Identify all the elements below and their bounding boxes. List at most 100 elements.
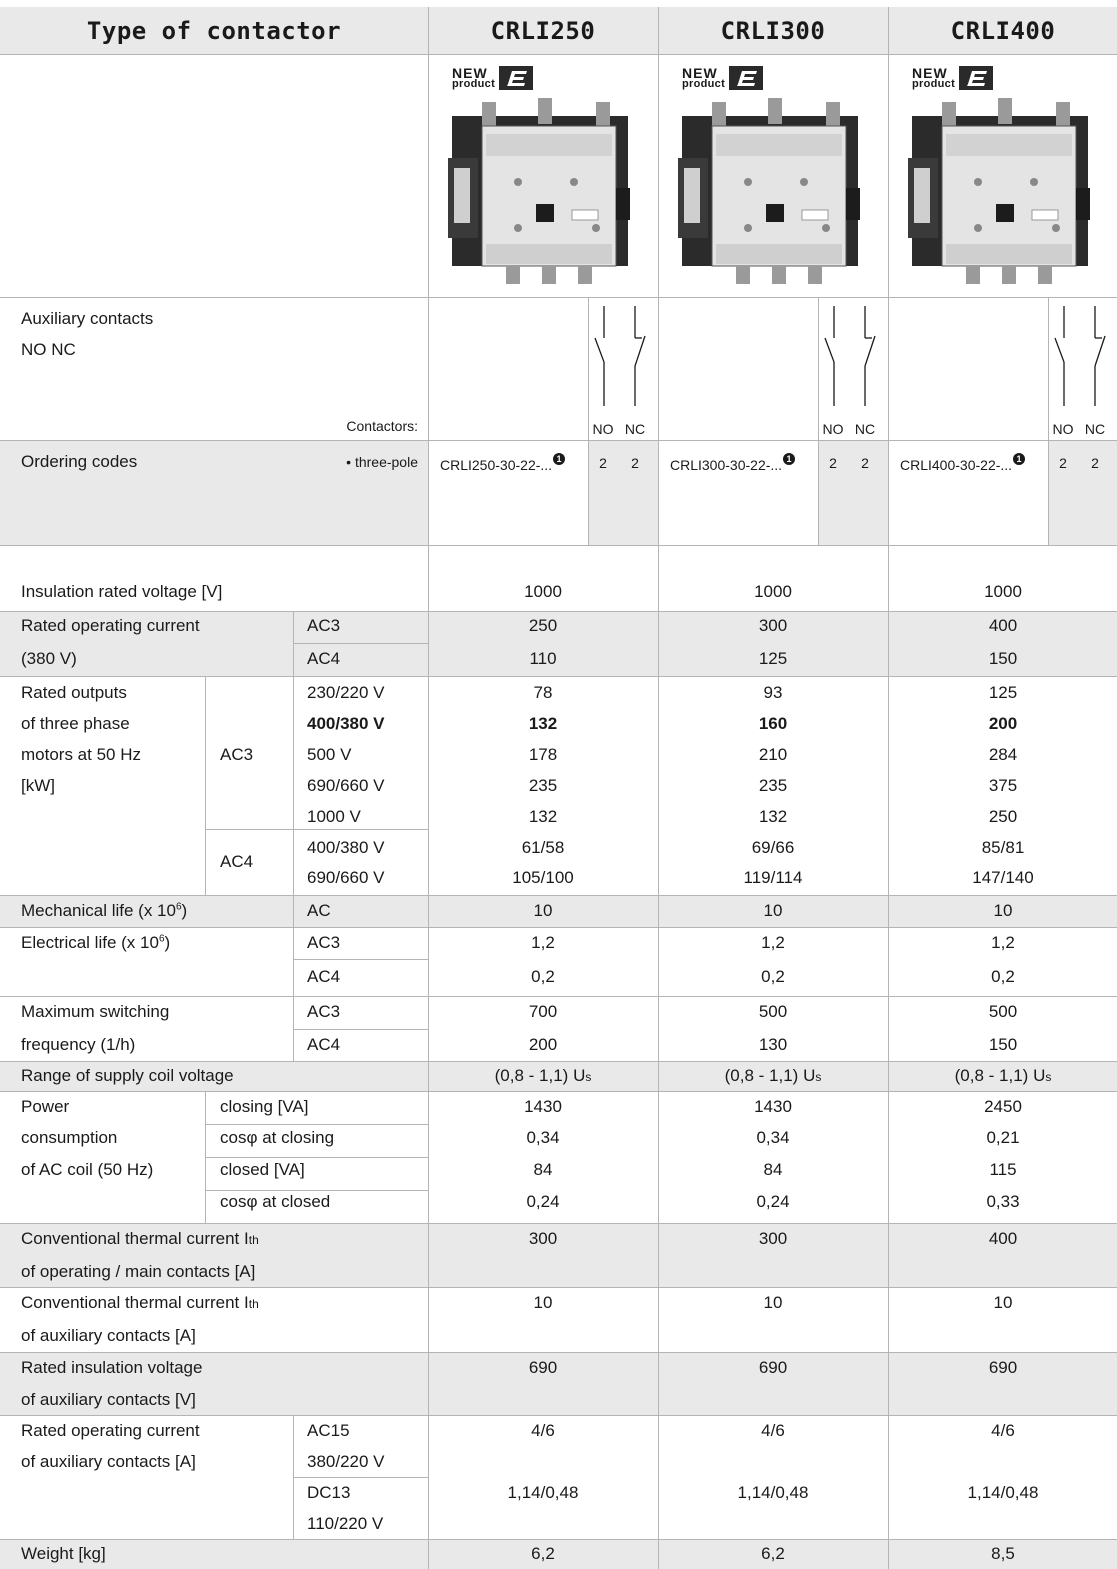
rated-current-ac3-value-1: 250 [528, 616, 558, 635]
rule [293, 959, 428, 960]
aux-insulation-value-2: 690 [758, 1358, 788, 1377]
col-divider-3 [888, 7, 889, 1569]
power-item-value: 0,34 [756, 1128, 790, 1147]
outputs-ac4: AC4 [220, 852, 254, 871]
badge-product-text: product [452, 78, 496, 90]
ordering-band [0, 440, 428, 545]
thermal-aux-value-2: 10 [763, 1293, 783, 1312]
outputs-ac4-value: 105/100 [512, 868, 574, 887]
aux-divider-3 [1048, 298, 1049, 545]
insulation-value-1: 1000 [524, 582, 562, 601]
outputs-ac4-value: 85/81 [981, 838, 1025, 857]
outputs-ac3-value: 178 [528, 745, 558, 764]
outputs-ac3-value: 132 [528, 807, 558, 826]
outputs-ac3-value: 125 [988, 683, 1018, 702]
thermal-aux-label-2: of auxiliary contacts [A] [21, 1326, 196, 1345]
ordering-code-text: CRLI400-30-22-... [900, 457, 1013, 473]
contact-symbol-icon [824, 306, 876, 406]
mech-life-value-1: 10 [533, 901, 553, 920]
badge-new-text: NEW [682, 65, 718, 81]
rule [293, 1029, 428, 1030]
elec-life-ac3-value-1: 1,2 [531, 933, 555, 952]
brand-logo-icon [959, 66, 994, 90]
elec-life-ac4-value-2: 0,2 [761, 967, 785, 986]
coil-range-value-1: (0,8 - 1,1) Us [495, 1066, 592, 1087]
weight-value-1: 6,2 [531, 1544, 555, 1563]
footnote-marker: 1 [783, 453, 796, 465]
dc13-label-1: DC13 [307, 1483, 351, 1502]
outputs-ac3-value: 375 [988, 776, 1018, 795]
aux-insulation-label-2: of auxiliary contacts [V] [21, 1390, 196, 1409]
outputs-ac3: AC3 [220, 745, 254, 764]
power-item-value: 0,24 [526, 1192, 560, 1211]
switching-ac3: AC3 [307, 1002, 341, 1021]
rated-current-label-2: (380 V) [21, 649, 77, 668]
ordering-code-text: CRLI250-30-22-... [440, 457, 553, 473]
no-count-1: 2 [599, 455, 607, 471]
aux-label-2: NO NC [21, 340, 76, 359]
ordering-code-text: CRLI300-30-22-... [670, 457, 783, 473]
outputs-ac3-value: 200 [988, 714, 1018, 733]
ac15-label-2: 380/220 V [307, 1452, 385, 1471]
elec-life-ac4-value-1: 0,2 [531, 967, 555, 986]
outputs-ac3-value: 93 [763, 683, 783, 702]
rule [0, 927, 1117, 928]
elec-life-ac4: AC4 [307, 967, 341, 986]
rated-current-ac3-value-3: 400 [988, 616, 1018, 635]
no-label-3: NO [1052, 421, 1074, 437]
mech-life-exp: 6 [175, 901, 182, 913]
rule [0, 1223, 1117, 1224]
coil-range-band [0, 1061, 1117, 1091]
mech-life-band [0, 895, 1117, 927]
rated-current-ac4: AC4 [307, 649, 341, 668]
aux-divider-1 [588, 298, 589, 545]
contact-symbol-icon [594, 306, 646, 406]
footnote-marker: 1 [553, 453, 566, 465]
power-item-value: 0,24 [756, 1192, 790, 1211]
nc-label-3: NC [1084, 421, 1106, 437]
thermal-aux-sub: th [248, 1297, 259, 1311]
power-item-value: 0,21 [986, 1128, 1020, 1147]
contactor-photo [676, 98, 866, 293]
sub-divider-outputs [205, 676, 206, 895]
coil-range-text: (0,8 - 1,1) U [724, 1066, 816, 1085]
power-item-label-4: cosφ at closed [220, 1192, 331, 1211]
power-item-value: 1430 [524, 1097, 562, 1116]
outputs-label-1: Rated outputs [21, 683, 127, 702]
ac15-value-2: 4/6 [761, 1421, 785, 1440]
model-heading-1: CRLI250 [490, 17, 596, 45]
mech-life-type: AC [307, 901, 331, 920]
power-item-value: 2450 [984, 1097, 1022, 1116]
outputs-label-4: [kW] [21, 776, 55, 795]
rated-current-band [0, 611, 1117, 676]
thermal-aux-value-3: 10 [993, 1293, 1013, 1312]
header-band [0, 7, 1117, 54]
rule [0, 1352, 1117, 1353]
outputs-ac4-voltage-1: 400/380 V [307, 838, 385, 857]
mech-life-end: ) [181, 901, 188, 920]
badge-product-text: product [682, 78, 726, 90]
mech-life-value-2: 10 [763, 901, 783, 920]
outputs-ac4-value: 119/114 [743, 868, 803, 887]
col-divider-2 [658, 7, 659, 1569]
rule [205, 1190, 428, 1191]
outputs-ac3-value: 132 [758, 807, 788, 826]
outputs-ac3-value: 250 [988, 807, 1018, 826]
switching-ac3-value-1: 700 [528, 1002, 558, 1021]
insulation-value-3: 1000 [984, 582, 1022, 601]
thermal-main-text: Conventional thermal current I [21, 1229, 249, 1248]
outputs-voltage-4: 690/660 V [307, 776, 385, 795]
outputs-voltage-2: 400/380 V [307, 714, 385, 733]
rule [205, 1157, 428, 1158]
brand-logo-icon [499, 66, 534, 90]
outputs-ac4-value: 61/58 [521, 838, 565, 857]
thermal-main-label-1: Conventional thermal current Ith [21, 1229, 259, 1250]
outputs-voltage-3: 500 V [307, 745, 352, 764]
rule [0, 1539, 1117, 1540]
elec-life-ac3: AC3 [307, 933, 341, 952]
outputs-ac3-value: 284 [988, 745, 1018, 764]
outputs-label-3: motors at 50 Hz [21, 745, 141, 764]
outputs-ac3-value: 78 [533, 683, 553, 702]
elec-life-exp: 6 [158, 933, 165, 945]
rule [0, 996, 1117, 997]
